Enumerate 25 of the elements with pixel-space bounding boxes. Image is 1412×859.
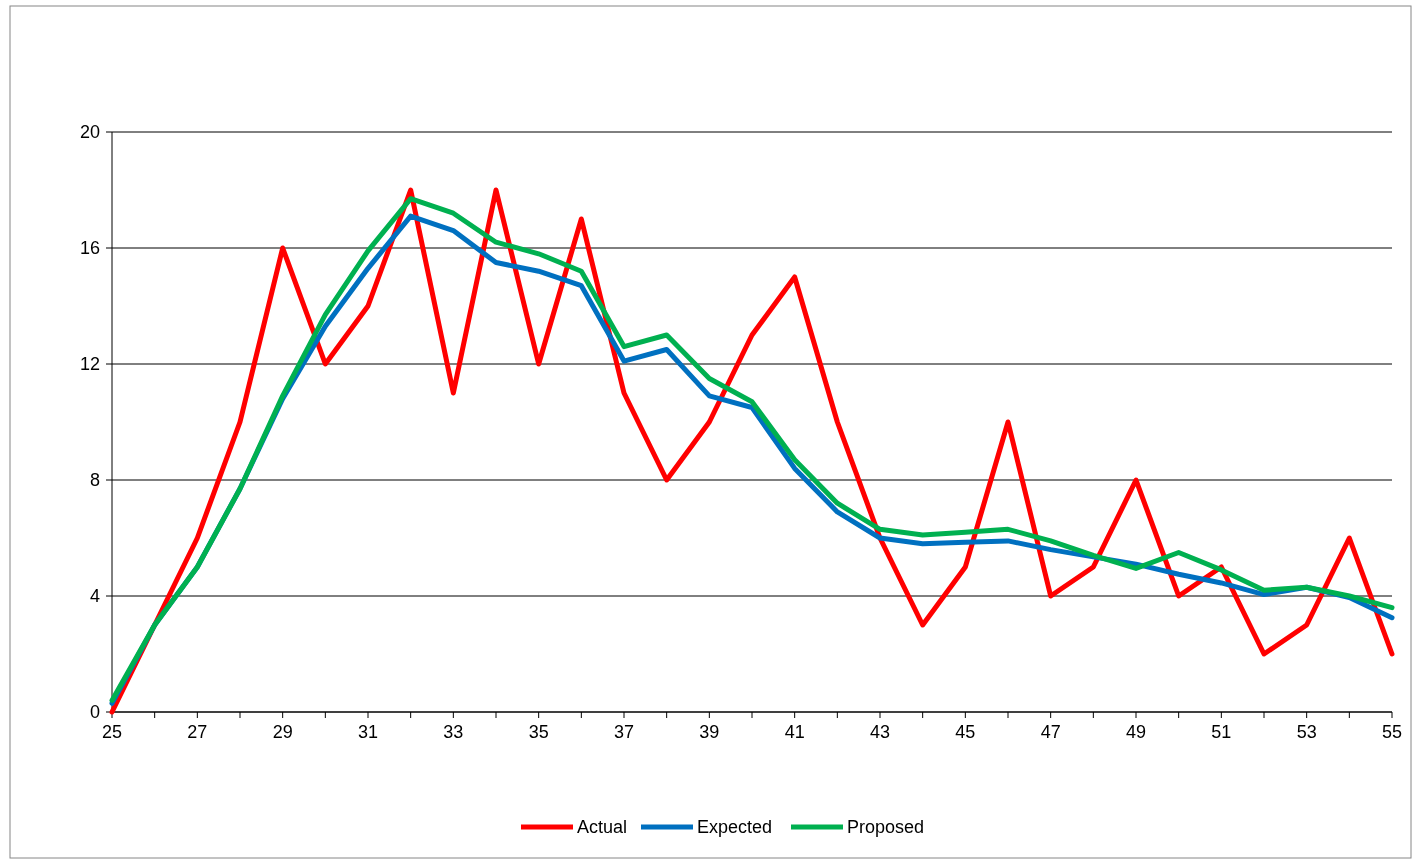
x-tick-label: 29 [272,722,293,742]
x-tick-label: 43 [869,722,891,742]
x-tick-label: 33 [443,722,464,742]
legend-label: Expected [697,817,773,838]
y-tick-label: 0 [89,702,100,723]
x-tick-label: 47 [1040,722,1061,742]
x-tick-label: 37 [613,722,635,742]
x-tick-label: 27 [187,722,208,742]
x-tick-label: 55 [1381,722,1403,742]
x-tick-label: 31 [357,722,379,742]
y-tick-label: 12 [79,354,100,375]
x-tick-label: 39 [699,722,720,742]
y-tick-label: 4 [89,586,100,607]
legend-label: Proposed [847,817,925,838]
x-tick-label: 35 [528,722,549,742]
x-tick-label: 41 [784,722,805,742]
x-tick-label: 51 [1211,722,1232,742]
x-tick-label: 25 [101,722,123,742]
x-tick-label: 45 [955,722,976,742]
x-tick-label: 53 [1296,722,1317,742]
y-tick-label: 8 [89,470,100,491]
x-tick-label: 49 [1125,722,1147,742]
legend-label: Actual [577,817,628,838]
y-tick-label: 16 [79,238,100,259]
y-tick-label: 20 [79,122,100,143]
